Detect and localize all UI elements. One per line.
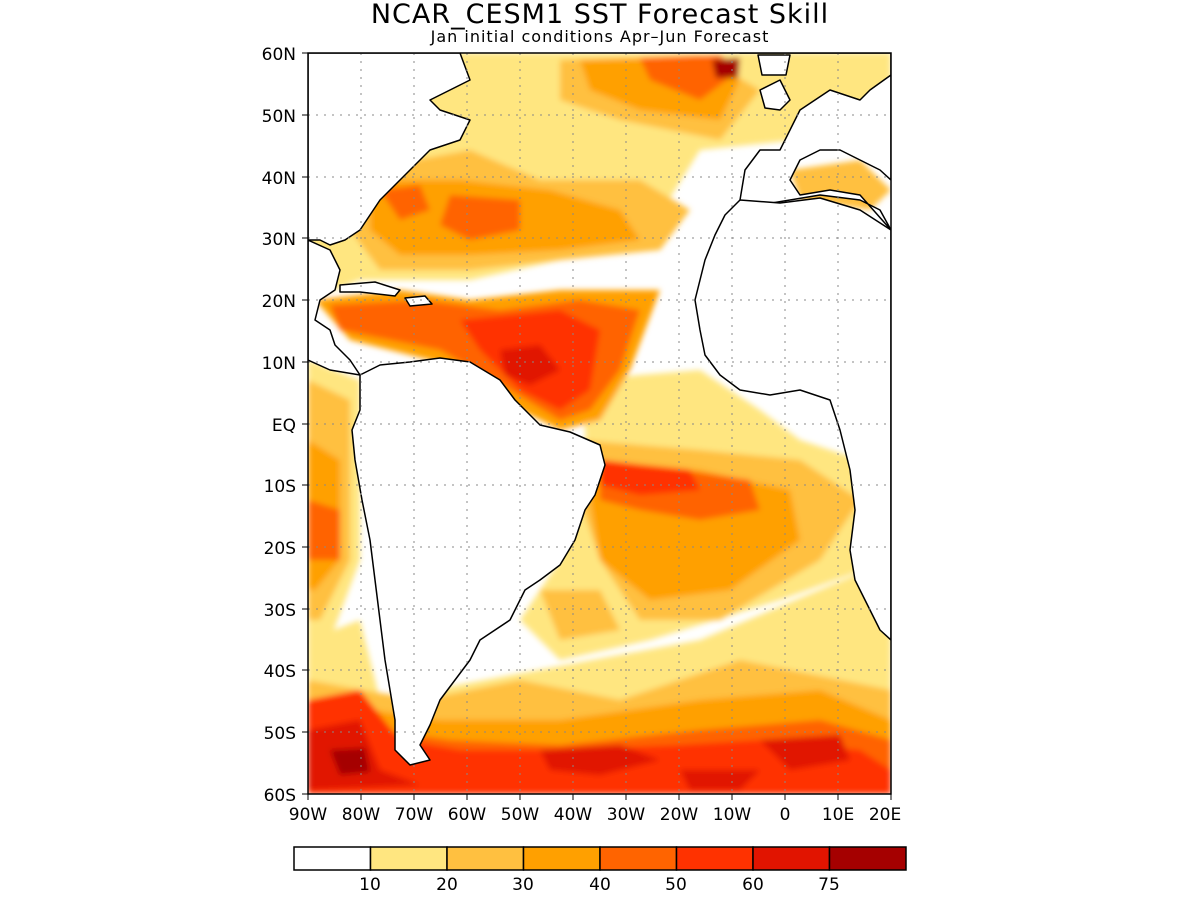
colorbar-label: 60 <box>742 875 764 895</box>
colorbar-label: 50 <box>665 875 687 895</box>
lat-label: 30N <box>262 230 296 250</box>
lon-label: 10W <box>713 805 752 825</box>
map-title: NCAR_CESM1 SST Forecast Skill <box>370 0 830 30</box>
grid-lines <box>308 53 891 794</box>
lat-label: 40N <box>262 169 296 189</box>
colorbar-swatch <box>446 846 525 871</box>
lat-label: 20S <box>264 539 296 559</box>
lon-label: 90W <box>289 805 328 825</box>
lat-label: EQ <box>272 416 296 436</box>
lon-label: 0 <box>780 805 791 825</box>
colorbar-swatch <box>675 846 754 871</box>
lon-label: 60W <box>448 805 487 825</box>
land-masses <box>308 53 891 766</box>
colorbar-label: 10 <box>359 875 381 895</box>
lat-label: 40S <box>264 662 296 682</box>
lat-label: 50S <box>264 724 296 744</box>
skill-band-75-plus <box>330 58 740 775</box>
colorbar-label: 20 <box>436 875 458 895</box>
lat-label: 20N <box>262 292 296 312</box>
lat-label: 60S <box>264 786 296 806</box>
lat-label: 10S <box>264 477 296 497</box>
colorbar-label: 30 <box>512 875 534 895</box>
lon-label: 70W <box>395 805 434 825</box>
lon-label: 30W <box>607 805 646 825</box>
axis-ticks <box>302 52 892 800</box>
lon-label: 40W <box>554 805 593 825</box>
lon-label: 10E <box>822 805 854 825</box>
colorbar-swatch <box>293 846 372 871</box>
longitude-labels: 90W 80W 70W 60W 50W 40W 30W 20W 10W 0 10… <box>289 805 901 825</box>
skill-field <box>308 53 891 794</box>
lat-label: 50N <box>262 107 296 127</box>
colorbar-swatch <box>522 846 601 871</box>
colorbar-swatch <box>369 846 448 871</box>
lon-label: 20W <box>660 805 699 825</box>
colorbar-label: 40 <box>589 875 611 895</box>
lat-label: 10N <box>262 354 296 374</box>
colorbar-swatch <box>599 846 678 871</box>
lon-label: 80W <box>342 805 381 825</box>
lon-label: 50W <box>501 805 540 825</box>
colorbar-swatch <box>828 846 907 871</box>
map-subtitle: Jan initial conditions Apr–Jun Forecast <box>430 27 770 46</box>
colorbar-label: 75 <box>818 875 840 895</box>
lat-label: 30S <box>264 601 296 621</box>
lon-label: 20E <box>869 805 901 825</box>
colorbar: 10 20 30 40 50 60 75 <box>293 846 907 895</box>
lat-label: 60N <box>262 45 296 65</box>
latitude-labels: 60N 50N 40N 30N 20N 10N EQ 10S 20S 30S 4… <box>262 45 296 806</box>
colorbar-swatch <box>752 846 831 871</box>
